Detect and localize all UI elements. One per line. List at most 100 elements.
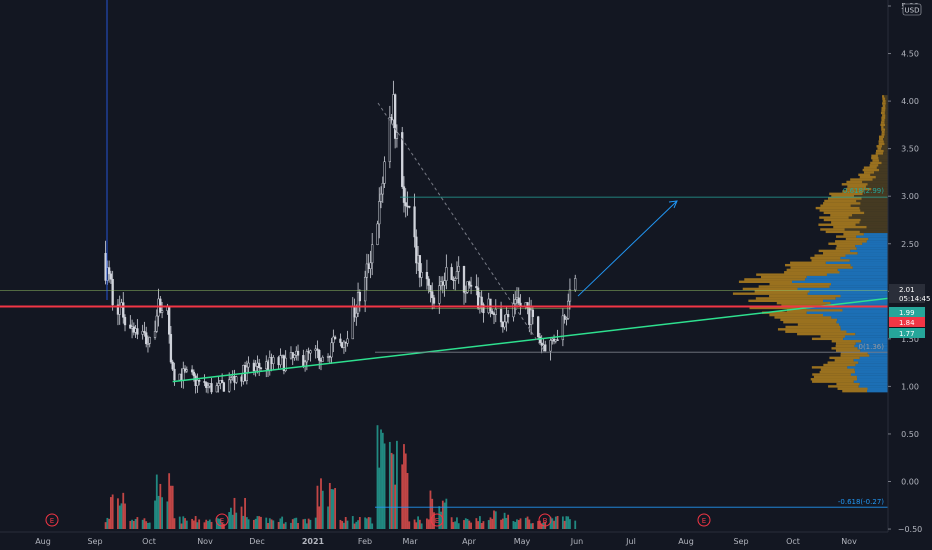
profile-up-segment [880,123,886,127]
profile-up-segment [842,190,864,193]
volume-bar [265,517,268,529]
profile-up-segment [738,280,793,283]
volume-bar [161,497,163,529]
profile-down-segment [855,332,888,336]
profile-up-segment [836,235,857,238]
candle-body [279,355,282,366]
volume-bar [219,519,222,529]
profile-up-segment [797,323,840,326]
volume-bar [339,519,342,529]
candle-body [342,341,346,348]
volume-bar [554,516,557,529]
profile-up-segment [863,171,875,174]
volume-bar [132,520,135,529]
profile-down-segment [809,290,888,293]
profile-down-segment [885,116,888,119]
profile-down-segment [859,356,888,360]
candle-body [438,285,441,304]
candle-body [205,382,208,388]
candle-body [259,367,263,370]
volume-bar [283,523,285,529]
candle-body [192,371,196,377]
volume-bar [365,518,368,529]
profile-up-segment [835,247,857,250]
volume-bar [117,498,119,529]
volume-bar [477,521,480,529]
time-tick-label: May [514,537,531,546]
profile-up-segment [878,135,885,138]
volume-bar [157,495,160,529]
candle-body [499,308,503,323]
candle-body [565,318,568,320]
profile-up-segment [880,121,885,124]
volume-bar [192,520,195,529]
volume-bar [307,518,310,529]
fib-label: 0.618(2.99) [843,187,884,195]
volume-bar [516,519,518,529]
profile-up-segment [742,287,798,291]
profile-down-segment [864,211,888,215]
profile-down-segment [840,328,888,331]
candle-body [563,315,566,320]
volume-bar [567,516,570,529]
candle-body [512,303,515,318]
earnings-marker-label: E [220,517,224,525]
candle-body [235,376,238,383]
profile-down-segment [792,280,888,283]
profile-up-segment [847,185,866,188]
volume-bar [539,520,541,529]
candle-body [549,340,552,352]
candle-body [466,281,469,293]
volume-bar [390,452,393,529]
profile-down-segment [862,192,888,196]
profile-down-segment [856,199,888,203]
profile-down-segment [875,175,888,179]
time-tick-label: Jun [570,537,584,546]
profile-up-segment [829,192,863,196]
profile-up-segment [820,335,845,338]
profile-down-segment [855,370,888,374]
volume-bar [427,519,430,529]
volume-bar [380,429,382,529]
volume-bar [565,516,568,529]
time-tick-label: 2021 [302,537,325,546]
profile-down-segment [860,349,888,352]
profile-up-segment [812,380,854,383]
profile-down-segment [860,218,888,222]
profile-up-segment [876,149,884,153]
candle-body [538,336,542,344]
profile-up-segment [828,385,859,388]
candle-body [464,291,467,294]
candle-body [468,281,471,286]
price-tick-label: 1.50 [901,335,919,344]
profile-down-segment [881,161,888,165]
candle-body [568,289,572,302]
profile-up-segment [818,223,856,226]
profile-down-segment [842,309,888,312]
volume-bar [122,492,125,529]
volume-bar [228,512,231,529]
volume-bar [108,518,111,529]
profile-down-segment [885,104,888,108]
price-label-badge [889,284,925,294]
volume-bar [168,473,171,529]
candle-body [332,336,335,344]
profile-down-segment [826,273,888,276]
profile-up-segment [769,282,832,286]
volume-bar [247,519,250,529]
profile-up-segment [810,256,841,260]
volume-bar [104,522,107,529]
profile-up-segment [784,271,840,274]
time-tick-label: Oct [142,537,156,546]
profile-up-segment [881,133,885,136]
profile-down-segment [861,340,888,343]
candle-body [432,297,436,304]
profile-down-segment [878,164,888,167]
volume-bar [441,500,444,529]
volume-bar [185,520,188,529]
profile-up-segment [812,373,851,376]
profile-up-segment [878,142,885,146]
profile-down-segment [867,389,888,393]
volume-bar [344,517,347,529]
